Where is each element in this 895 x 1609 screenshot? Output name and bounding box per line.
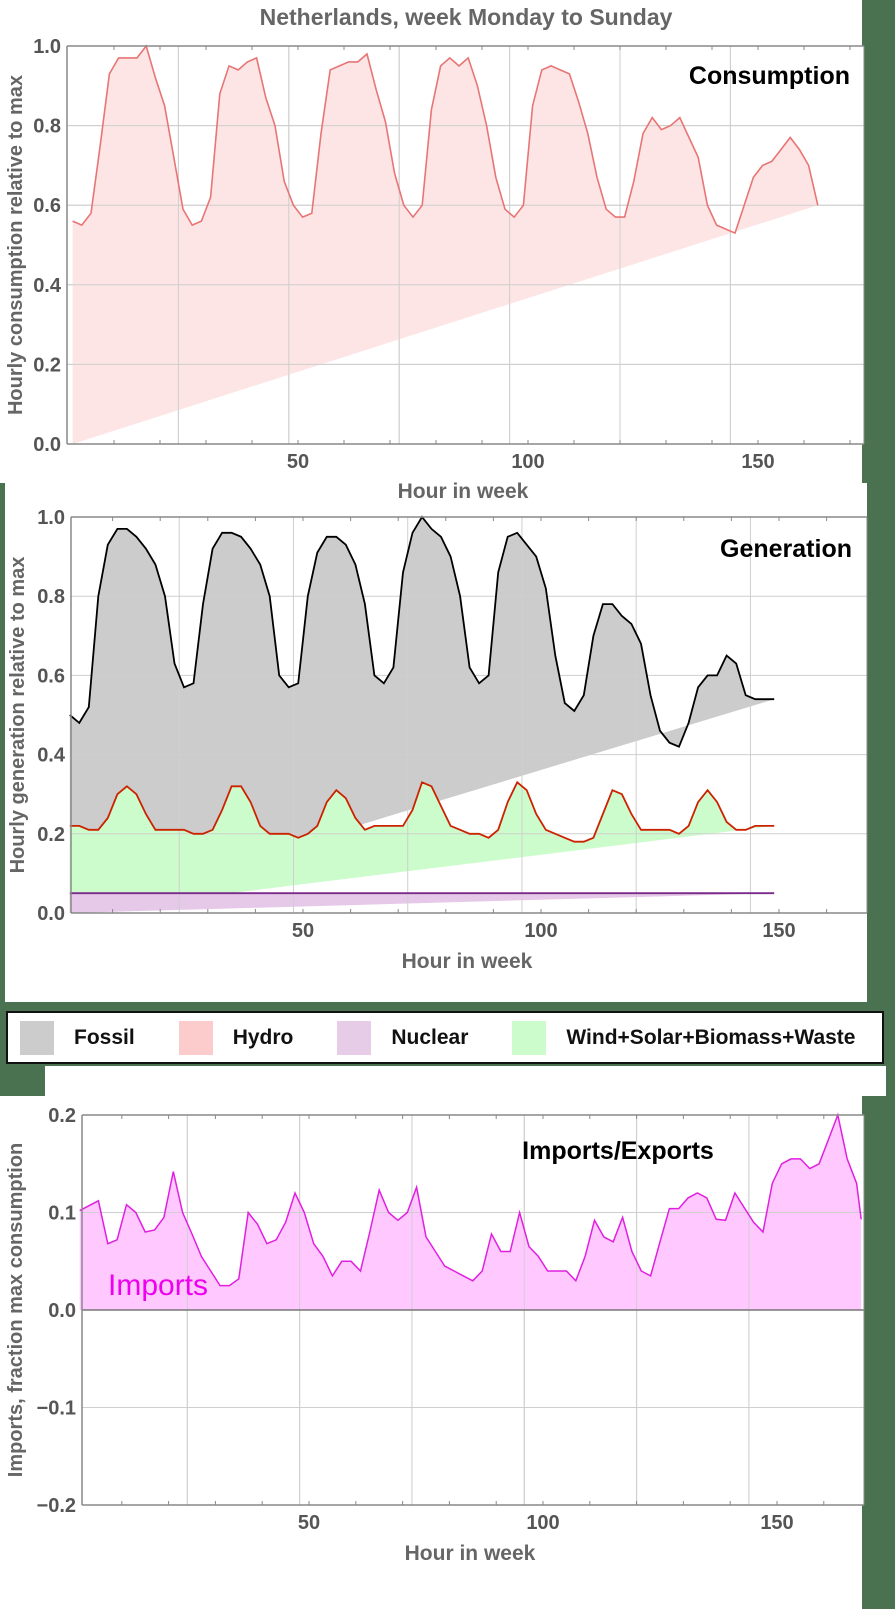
y-tick-label: 0.4 [37, 745, 66, 767]
consumption-annotation: Consumption [689, 62, 850, 90]
legend-swatch-renewables [512, 1020, 547, 1055]
y-tick-label: 0.2 [37, 824, 65, 846]
nuclear-area [69, 893, 775, 913]
y-tick-label: 0.2 [33, 354, 61, 376]
figure-title: Netherlands, week Monday to Sunday [260, 4, 673, 30]
legend-swatch-hydro [178, 1020, 213, 1055]
y-tick-label: 0.1 [48, 1203, 76, 1225]
generation-ylabel: Hourly generation relative to max [7, 557, 29, 874]
legend-item-hydro: Hydro [178, 1020, 294, 1055]
imports-chart: 50 100 150 −0.2 −0.1 0.0 0.1 0.2 [37, 1105, 865, 1534]
consumption-xlabel: Hour in week [398, 480, 529, 503]
y-tick-label: 1.0 [37, 507, 65, 529]
y-tick-label: 0.6 [33, 195, 61, 217]
y-tick-label: 0.8 [37, 586, 65, 608]
legend-swatch-fossil [20, 1020, 54, 1055]
consumption-chart: 50 100 150 0.0 0.2 0.4 0.6 0.8 1.0 [33, 36, 865, 473]
x-tick-label: 50 [292, 920, 314, 942]
legend-swatch-nuclear [337, 1020, 372, 1055]
y-tick-label: 1.0 [33, 36, 61, 58]
legend-item-fossil: Fossil [20, 1020, 135, 1055]
consumption-line [72, 44, 819, 235]
x-tick-label: 100 [526, 1512, 559, 1534]
generation-xlabel: Hour in week [402, 950, 533, 973]
generation-chart: 50 100 150 0.0 0.2 0.4 0.6 0.8 1.0 [37, 507, 868, 942]
legend-label-fossil: Fossil [74, 1025, 135, 1049]
consumption-ylabel: Hourly consumption relative to max [5, 75, 27, 415]
y-tick-label: −0.1 [37, 1398, 76, 1420]
generation-legend: Fossil Hydro Nuclear Wind+Solar+Biomass+… [6, 1011, 884, 1064]
x-tick-label: 50 [287, 451, 309, 473]
legend-label-hydro: Hydro [232, 1025, 294, 1049]
legend-label-nuclear: Nuclear [391, 1025, 469, 1049]
imports-area [79, 1115, 862, 1310]
imports-series-label: Imports [108, 1269, 208, 1302]
legend-label-renewables: Wind+Solar+Biomass+Waste [566, 1025, 856, 1049]
y-tick-label: 0.8 [33, 116, 61, 138]
y-tick-label: 0.0 [37, 903, 65, 925]
imports-annotation: Imports/Exports [522, 1137, 714, 1165]
x-tick-label: 150 [762, 920, 795, 942]
imports-ylabel: Imports, fraction max consumption [5, 1143, 27, 1477]
x-tick-label: 100 [511, 451, 544, 473]
y-tick-label: 0.4 [33, 275, 62, 297]
y-tick-label: −0.2 [37, 1495, 76, 1517]
renewables-area [69, 782, 775, 913]
renewables-line [69, 780, 775, 843]
x-tick-label: 50 [298, 1512, 320, 1534]
consumption-area [72, 46, 818, 444]
x-tick-label: 150 [760, 1512, 793, 1534]
imports-line [79, 1112, 862, 1287]
legend-item-renewables: Wind+Solar+Biomass+Waste [512, 1020, 856, 1055]
imports-xlabel: Hour in week [405, 1542, 536, 1565]
y-tick-label: 0.6 [37, 665, 65, 687]
x-tick-label: 100 [524, 920, 557, 942]
y-tick-label: 0.0 [33, 434, 61, 456]
generation-annotation: Generation [720, 535, 852, 563]
y-tick-label: 0.0 [48, 1300, 76, 1322]
y-tick-label: 0.2 [48, 1105, 76, 1127]
legend-item-nuclear: Nuclear [337, 1020, 469, 1055]
imports-panel-top [45, 1066, 886, 1096]
x-tick-label: 150 [741, 451, 774, 473]
